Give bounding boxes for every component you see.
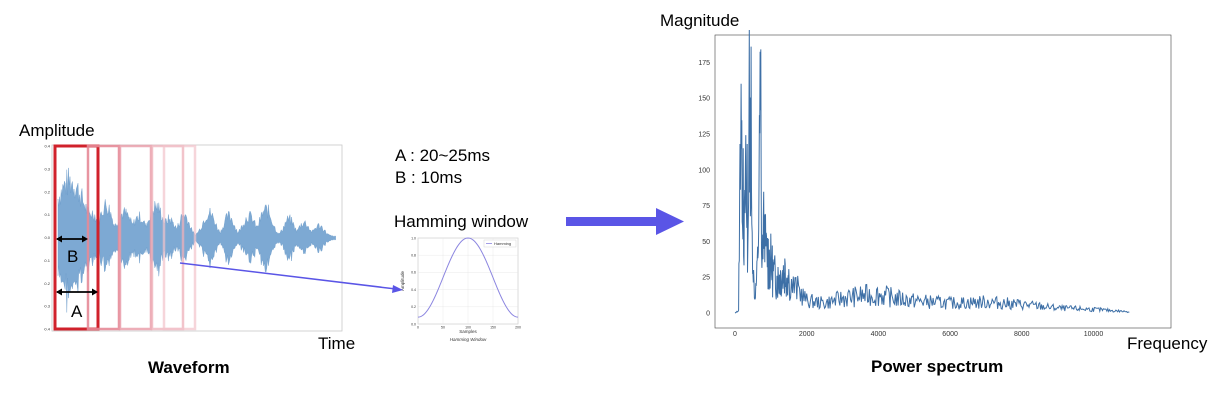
hamming-yticks: 1.0 0.8 0.6 0.4 0.2 0.0 bbox=[411, 236, 416, 326]
spectrum-ytick-label: 25 bbox=[702, 275, 710, 282]
frame-b-label: B bbox=[67, 247, 79, 266]
waveform-ytick-label: -0.3 bbox=[44, 304, 51, 309]
waveform-title: Waveform bbox=[148, 358, 230, 377]
waveform-plot: 0.40.30.20.10.0-0.1-0.2-0.3-0.4 00.511.5… bbox=[44, 144, 343, 332]
spectrum-ytick-label: 150 bbox=[698, 96, 710, 103]
hamming-ytick-label: 0.8 bbox=[411, 254, 416, 258]
spectrum-xtick-label: 6000 bbox=[942, 331, 958, 338]
hamming-caption: Hamming Window bbox=[450, 337, 487, 342]
hamming-curve bbox=[417, 237, 519, 318]
waveform-to-hamming-arrow bbox=[179, 262, 397, 290]
spectrum-xtick-label: 10000 bbox=[1084, 331, 1104, 338]
hamming-plot: 1.0 0.8 0.6 0.4 0.2 0.0 0 50 100 150 200 Hamming … bbox=[400, 236, 521, 342]
arrowhead-icon bbox=[92, 288, 98, 296]
hamming-xtick-label: 100 bbox=[465, 326, 471, 330]
spectrum-xtick-label: 0 bbox=[733, 331, 737, 338]
param-a-text: A : 20~25ms bbox=[395, 146, 490, 165]
hamming-legend-box bbox=[483, 239, 517, 248]
waveform-ytick-label: 0.1 bbox=[44, 212, 50, 217]
spectrum-ylabel: Magnitude bbox=[660, 11, 740, 30]
hamming-title: Hamming window bbox=[394, 212, 529, 231]
hamming-ytick-label: 0.0 bbox=[411, 322, 416, 326]
spectrum-ytick-label: 75 bbox=[702, 203, 710, 210]
hamming-legend-label: Hamming bbox=[494, 241, 511, 246]
arrowhead-icon bbox=[82, 235, 88, 243]
spectrum-ytick-label: 100 bbox=[698, 167, 710, 174]
spectrum-ytick-label: 0 bbox=[706, 311, 710, 318]
hamming-ytick-label: 0.4 bbox=[411, 288, 416, 292]
arrowhead-icon bbox=[392, 285, 403, 293]
hamming-xtick-label: 0 bbox=[417, 326, 419, 330]
hamming-ytick-label: 1.0 bbox=[411, 236, 416, 240]
main-arrow-head-icon bbox=[656, 208, 684, 235]
waveform-ytick-label: 0.3 bbox=[44, 166, 50, 171]
spectrum-xtick-label: 4000 bbox=[871, 331, 887, 338]
frame-a-label: A bbox=[71, 302, 83, 321]
spectrum-xtick-label: 2000 bbox=[799, 331, 815, 338]
hamming-xtick-label: 200 bbox=[515, 326, 521, 330]
hamming-ytick-label: 0.6 bbox=[411, 271, 416, 275]
waveform-yticks: 0.4 0.3 0.2 0.1 0.0 -0.1 -0.2 -0.3 -0.4 bbox=[44, 144, 51, 332]
waveform-ytick-label: -0.1 bbox=[44, 258, 51, 263]
spectrum-ytick-label: 50 bbox=[702, 239, 710, 246]
spectrum-xticks: 0 2000 4000 6000 8000 10000 bbox=[733, 331, 1103, 338]
waveform-ytick-label: 0.0 bbox=[44, 235, 50, 240]
waveform-ytick-label: -0.2 bbox=[44, 281, 51, 286]
arrowhead-icon bbox=[56, 235, 62, 243]
hamming-xlabel: Samples bbox=[459, 329, 477, 334]
spectrum-ytick-label: 125 bbox=[698, 131, 710, 138]
hamming-xticks: 0 50 100 150 200 bbox=[417, 326, 521, 330]
waveform-ylabel: Amplitude bbox=[19, 121, 95, 140]
spectrum-line bbox=[734, 30, 1130, 314]
waveform-xlabel: Time bbox=[318, 334, 356, 353]
waveform-ytick-label: 0.4 bbox=[44, 144, 50, 149]
waveform-ytick-label: 0.2 bbox=[44, 189, 50, 194]
hamming-xtick-label: 50 bbox=[441, 326, 445, 330]
spectrum-xlabel: Frequency bbox=[1127, 334, 1208, 353]
hamming-ytick-label: 0.2 bbox=[411, 305, 416, 309]
spectrum-ytick-label: 175 bbox=[698, 60, 710, 67]
frame-5 bbox=[162, 144, 197, 331]
hamming-xtick-label: 150 bbox=[490, 326, 496, 330]
main-arrow-shaft bbox=[566, 217, 658, 226]
spectrum-title: Power spectrum bbox=[871, 357, 1004, 376]
spectrum-xtick-label: 8000 bbox=[1014, 331, 1030, 338]
param-b-text: B : 10ms bbox=[395, 168, 463, 187]
frame-1 bbox=[53, 144, 100, 331]
waveform-ytick-label: -0.4 bbox=[44, 327, 51, 332]
hamming-ylabel: Amplitude bbox=[400, 271, 405, 292]
spectrum-yticks: 175 150 125 100 75 50 25 0 bbox=[698, 60, 710, 318]
spectrum-plot: 175 150 125 100 75 50 25 0 0 2000 4000 6000 8000 100… bbox=[698, 30, 1172, 338]
arrowhead-icon bbox=[56, 288, 62, 296]
hamming-grid bbox=[417, 237, 519, 325]
